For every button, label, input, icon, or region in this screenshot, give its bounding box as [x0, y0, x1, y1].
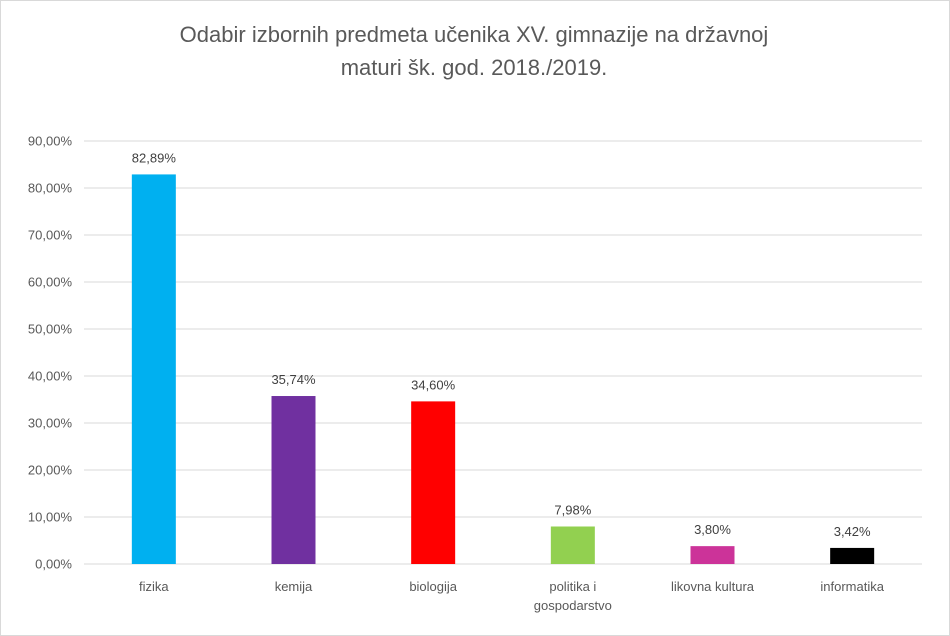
y-tick-label: 10,00% — [28, 510, 73, 525]
category-label-line: fizika — [139, 579, 169, 594]
category-label-line: likovna kultura — [671, 579, 755, 594]
y-tick-label: 60,00% — [28, 275, 73, 290]
y-tick-label: 20,00% — [28, 463, 73, 478]
gridlines — [84, 140, 922, 565]
category-label: likovna kultura — [671, 579, 755, 594]
y-tick-label: 30,00% — [28, 416, 73, 431]
bar — [690, 546, 735, 564]
category-label: fizika — [139, 579, 169, 594]
data-label: 3,42% — [834, 524, 871, 539]
data-label: 7,98% — [554, 502, 591, 517]
category-label: politika i gospodarstvo — [534, 579, 612, 613]
category-label: kemija — [275, 579, 313, 594]
category-label-line: gospodarstvo — [534, 598, 612, 613]
data-labels: 82,89% 35,74% 34,60% 7,98% 3,80% 3,42% — [132, 150, 871, 539]
y-tick-label: 80,00% — [28, 181, 73, 196]
chart-title-line-2: maturi šk. god. 2018./2019. — [340, 55, 608, 80]
bar — [550, 526, 595, 564]
category-label: biologija — [409, 579, 457, 594]
bars — [131, 174, 875, 565]
data-label: 82,89% — [132, 150, 177, 165]
category-label: informatika — [820, 579, 884, 594]
y-tick-label: 40,00% — [28, 369, 73, 384]
y-tick-label: 90,00% — [28, 134, 73, 149]
category-label-line: biologija — [409, 579, 457, 594]
chart-title: Odabir izbornih predmeta učenika XV. gim… — [0, 18, 948, 84]
y-axis-tick-labels: 0,00% 10,00% 20,00% 30,00% 40,00% 50,00% 60,00… — [28, 134, 73, 572]
data-label: 35,74% — [271, 372, 316, 387]
data-label: 34,60% — [411, 377, 456, 392]
bar — [131, 174, 176, 565]
y-tick-label: 70,00% — [28, 228, 73, 243]
category-label-line: informatika — [820, 579, 884, 594]
bar — [830, 547, 875, 564]
data-label: 3,80% — [694, 522, 731, 537]
bar — [411, 401, 456, 564]
category-label-line: politika i — [549, 579, 596, 594]
chart-title-line-1: Odabir izbornih predmeta učenika XV. gim… — [179, 22, 769, 47]
x-axis-category-labels: fizika kemija biologija politika i gospodars… — [139, 579, 885, 613]
y-tick-label: 50,00% — [28, 322, 73, 337]
y-tick-label: 0,00% — [35, 557, 72, 572]
bar — [271, 396, 316, 564]
category-label-line: kemija — [275, 579, 313, 594]
